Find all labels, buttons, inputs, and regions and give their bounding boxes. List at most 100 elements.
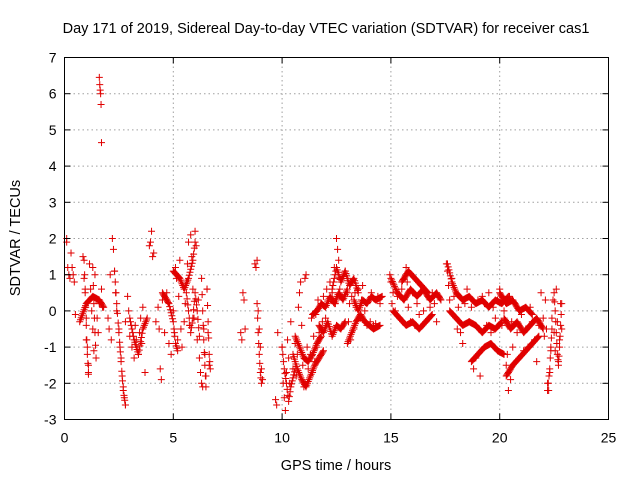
data-point: [90, 300, 98, 308]
y-tick-label: 0: [49, 303, 57, 319]
data-point: [90, 347, 98, 355]
data-point: [391, 282, 399, 290]
data-point: [306, 372, 314, 380]
y-tick-label: -1: [44, 339, 57, 355]
data-point: [97, 139, 105, 147]
data-point: [319, 329, 327, 337]
data-point: [294, 339, 302, 347]
data-point: [200, 325, 208, 333]
data-point: [449, 280, 457, 288]
data-point: [137, 333, 145, 341]
data-point: [504, 387, 512, 395]
data-point: [112, 289, 120, 297]
data-point: [361, 307, 369, 315]
data-point: [259, 376, 267, 384]
data-point: [161, 329, 169, 337]
data-point: [549, 296, 557, 304]
data-point: [188, 319, 196, 327]
data-point: [451, 285, 459, 293]
data-point: [402, 263, 410, 271]
data-point: [351, 320, 359, 328]
data-point: [142, 318, 150, 326]
data-point: [182, 280, 190, 288]
data-point: [550, 289, 558, 297]
data-point: [548, 325, 556, 333]
data-point: [430, 300, 438, 308]
data-point: [558, 300, 566, 308]
data-point: [287, 318, 295, 326]
data-point: [388, 278, 396, 286]
data-point: [309, 365, 317, 373]
data-point: [164, 298, 172, 306]
data-point: [390, 281, 398, 289]
data-point: [296, 370, 304, 378]
data-point: [157, 376, 165, 384]
data-point: [202, 383, 210, 391]
x-tick-label: 15: [383, 430, 399, 446]
data-point: [502, 361, 510, 369]
data-point: [552, 285, 560, 293]
data-point: [204, 301, 212, 309]
data-point: [197, 368, 204, 376]
data-point: [436, 295, 444, 303]
data-point: [334, 245, 342, 253]
data-point: [201, 372, 209, 380]
data-point: [91, 271, 99, 279]
y-tick-label: -3: [44, 412, 57, 428]
data-point: [279, 350, 287, 358]
data-point: [118, 367, 126, 375]
data-point: [68, 263, 76, 271]
data-point: [297, 278, 305, 286]
data-point: [130, 354, 138, 362]
data-point: [547, 334, 555, 342]
data-point: [328, 332, 336, 340]
data-point: [343, 285, 351, 293]
data-point: [114, 319, 122, 327]
data-point: [257, 374, 265, 382]
data-point: [376, 321, 384, 329]
data-point: [195, 354, 203, 362]
data-point: [105, 325, 113, 333]
data-point: [185, 238, 193, 246]
data-point: [343, 339, 351, 347]
y-tick-label: 7: [49, 50, 57, 66]
data-point: [79, 253, 87, 261]
data-point: [171, 263, 179, 271]
data-point: [82, 321, 90, 329]
data-point: [128, 325, 136, 333]
data-point: [443, 260, 451, 268]
data-point: [446, 272, 454, 280]
data-point: [388, 276, 396, 284]
data-point: [331, 298, 339, 306]
data-point: [239, 289, 247, 297]
data-point: [447, 275, 455, 283]
data-point: [166, 306, 174, 314]
data-point: [168, 312, 176, 320]
data-point: [295, 341, 303, 349]
data-point: [303, 343, 311, 351]
data-point: [255, 339, 263, 347]
data-point: [391, 284, 399, 292]
data-point: [309, 367, 317, 375]
data-point: [341, 318, 349, 326]
data-point: [546, 365, 554, 373]
data-point: [330, 327, 338, 335]
data-point: [257, 365, 265, 373]
data-point: [457, 329, 465, 337]
data-point: [444, 263, 452, 271]
data-point: [453, 325, 461, 333]
x-tick-label: 5: [169, 430, 177, 446]
data-point: [71, 311, 79, 319]
data-point: [67, 249, 75, 257]
data-point: [104, 314, 112, 322]
data-point: [83, 350, 91, 358]
data-point: [449, 282, 457, 290]
data-point: [303, 379, 311, 387]
data-point: [174, 347, 182, 355]
data-point: [296, 343, 304, 351]
data-point: [513, 329, 521, 337]
data-point: [558, 325, 566, 333]
data-point: [111, 267, 119, 275]
data-point: [107, 336, 115, 344]
data-point: [189, 285, 197, 293]
